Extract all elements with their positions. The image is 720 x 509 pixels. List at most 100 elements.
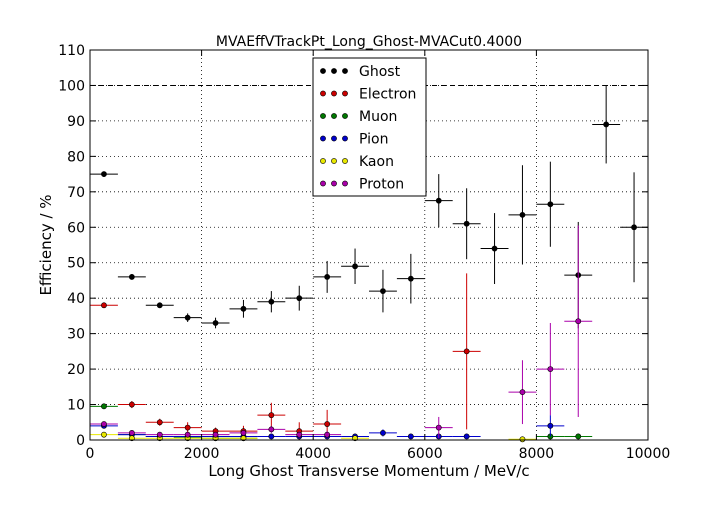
marker [156, 419, 163, 426]
marker [575, 433, 582, 440]
legend-marker [342, 180, 348, 187]
data-point [564, 225, 593, 417]
marker [435, 197, 442, 204]
data-point [508, 436, 537, 443]
data-point [424, 416, 453, 439]
data-point [480, 213, 509, 284]
marker [268, 426, 275, 433]
data-point [452, 188, 481, 260]
plot-area-frame [89, 49, 649, 441]
y-tick-label: 0 [76, 433, 85, 449]
data-point [536, 161, 565, 247]
data-point [90, 421, 118, 427]
marker [296, 295, 303, 302]
data-point [536, 415, 565, 437]
legend: Ghost Electron Muon Pion Kaon Proton [312, 57, 427, 197]
marker [380, 430, 386, 436]
y-tick-label: 100 [58, 78, 85, 94]
data-point [229, 299, 258, 318]
y-tick-label: 110 [58, 43, 85, 59]
data-point [396, 253, 425, 304]
y-tick-label: 60 [67, 220, 85, 236]
marker [491, 245, 498, 252]
marker [268, 412, 275, 419]
legend-entry: Pion [320, 132, 388, 148]
marker [268, 298, 275, 305]
data-point [452, 273, 481, 430]
legend-marker [331, 68, 337, 74]
data-point [90, 171, 118, 177]
marker [352, 263, 358, 270]
legend-marker [342, 135, 348, 142]
legend-entry: Muon [320, 109, 397, 125]
legend-marker [342, 90, 348, 97]
data-point [369, 429, 397, 437]
y-tick-label: 80 [67, 149, 85, 165]
legend-entry: Proton [320, 177, 404, 193]
data-point [201, 431, 230, 438]
legend-marker [320, 135, 326, 142]
marker [407, 275, 414, 282]
marker [631, 224, 637, 231]
legend-marker [320, 113, 326, 119]
marker [212, 431, 219, 438]
data-point [117, 274, 146, 280]
marker [212, 320, 219, 326]
data-point [592, 85, 621, 164]
legend-marker [331, 113, 337, 119]
data-point [173, 431, 202, 438]
legend-marker [320, 158, 326, 164]
chart-title: MVAEffVTrackPt_Long_Ghost-MVACut0.4000 [216, 34, 522, 50]
marker [324, 421, 331, 427]
legend-marker [331, 180, 337, 187]
data-point [173, 422, 202, 433]
marker [435, 424, 442, 431]
y-axis-label: Efficiency / % [37, 194, 55, 295]
data-point [508, 360, 537, 425]
marker [240, 430, 247, 436]
marker [519, 436, 526, 443]
marker [463, 220, 470, 227]
data-point [341, 248, 369, 284]
marker [184, 431, 191, 438]
marker [101, 171, 107, 177]
y-tick-label: 10 [67, 398, 85, 414]
legend-label: Ghost [359, 64, 401, 80]
data-point [90, 403, 118, 410]
legend-label: Pion [359, 132, 388, 148]
data-point [257, 291, 286, 313]
data-point [564, 433, 593, 440]
marker [240, 305, 247, 312]
marker [184, 314, 191, 321]
y-tick-label: 70 [67, 185, 85, 201]
data-point [145, 431, 174, 438]
marker [128, 430, 135, 436]
legend-marker [331, 135, 337, 142]
data-point [313, 431, 342, 439]
marker [603, 121, 610, 128]
y-tick-label: 40 [67, 291, 85, 307]
marker [268, 433, 275, 440]
data-point [313, 260, 342, 293]
y-tick-label: 90 [67, 114, 85, 130]
legend-marker [320, 68, 326, 74]
marker [463, 433, 470, 440]
legend-marker [320, 180, 326, 187]
x-tick-label: 0 [86, 446, 95, 462]
marker [128, 274, 135, 280]
y-tick-label: 30 [67, 327, 85, 343]
marker [101, 421, 107, 427]
marker [380, 288, 386, 294]
legend-entry: Ghost [320, 64, 401, 80]
data-point [396, 433, 425, 440]
data-point [285, 285, 314, 311]
legend-label: Muon [359, 109, 397, 125]
series-proton [90, 225, 593, 439]
legend-label: Electron [359, 87, 416, 103]
data-point [145, 418, 174, 426]
data-point [173, 313, 202, 322]
marker [547, 201, 554, 208]
x-axis-label: Long Ghost Transverse Momentum / MeV/c [208, 462, 529, 480]
